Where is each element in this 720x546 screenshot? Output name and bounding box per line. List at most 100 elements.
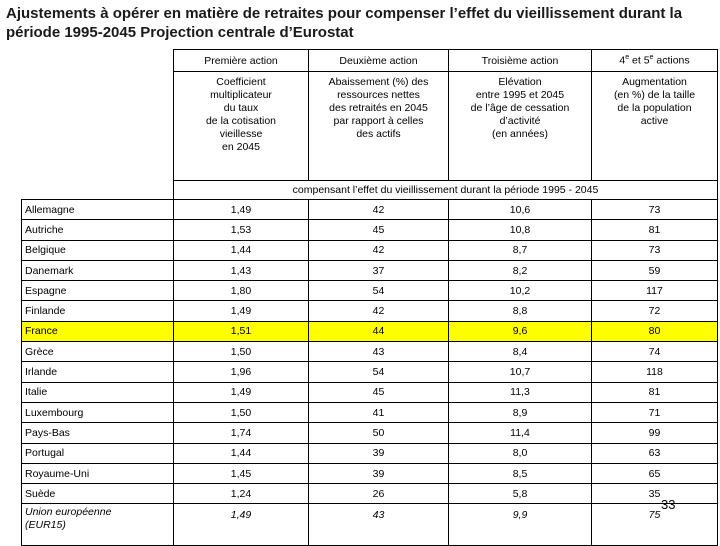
value-first-action: 1,74 xyxy=(173,422,309,444)
value-second-action: 41 xyxy=(308,401,449,424)
table-row: Portugal 1,44 39 8,0 63 xyxy=(21,442,718,464)
eu-label-line1: Union européenne xyxy=(25,506,112,519)
value-first-action: 1,49 xyxy=(173,198,309,221)
country-cell: Union européenne (EUR15) xyxy=(21,503,174,546)
value-second-action: 26 xyxy=(308,483,449,505)
table-row: Suède 1,24 26 5,8 35 xyxy=(21,483,718,505)
value-fourth-fifth-actions: 80 xyxy=(591,320,718,343)
value-first-action: 1,24 xyxy=(173,483,309,505)
value-first-action: 1,44 xyxy=(173,239,309,261)
country-cell: Danemark xyxy=(21,259,174,282)
value-second-action: 45 xyxy=(308,381,449,403)
value-second-action: 50 xyxy=(308,422,449,444)
value-first-action: 1,80 xyxy=(173,280,309,302)
value-second-action: 44 xyxy=(308,320,449,343)
value-first-action: 1,49 xyxy=(173,503,309,546)
value-third-action: 8,9 xyxy=(448,401,592,424)
value-third-action: 11,4 xyxy=(448,422,592,444)
table-row: Royaume-Uni 1,45 39 8,5 65 xyxy=(21,462,718,485)
value-first-action: 1,51 xyxy=(173,320,309,343)
description-second-action: Abaissement (%) des ressources nettes de… xyxy=(308,71,449,181)
header-row: Première action Deuxième action Troisièm… xyxy=(21,49,718,200)
value-second-action: 43 xyxy=(308,503,449,546)
header-third-action: Troisième action xyxy=(448,49,592,72)
page-number: 33 xyxy=(661,497,676,512)
value-first-action: 1,50 xyxy=(173,401,309,424)
value-third-action: 8,8 xyxy=(448,300,592,322)
value-fourth-fifth-actions: 99 xyxy=(591,422,718,444)
header-5-num: et 5 xyxy=(629,54,650,67)
value-third-action: 8,4 xyxy=(448,341,592,363)
value-fourth-fifth-actions: 118 xyxy=(591,361,718,383)
value-third-action: 9,6 xyxy=(448,320,592,343)
country-cell: Italie xyxy=(21,381,174,403)
value-fourth-fifth-actions: 72 xyxy=(591,300,718,322)
value-third-action: 5,8 xyxy=(448,483,592,505)
value-second-action: 37 xyxy=(308,259,449,282)
note-row: compensant l’effet du vieillissement dur… xyxy=(22,180,718,200)
value-fourth-fifth-actions: 59 xyxy=(591,259,718,282)
eu-label-line2: (EUR15) xyxy=(25,519,66,532)
header-5-sup: e xyxy=(649,54,654,62)
description-fourth-fifth-actions: Augmentation (en %) de la taille de la p… xyxy=(591,71,718,181)
value-first-action: 1,53 xyxy=(173,219,309,241)
value-second-action: 42 xyxy=(308,198,449,221)
value-third-action: 11,3 xyxy=(448,381,592,403)
slide-title: Ajustements à opérer en matière de retra… xyxy=(6,5,683,41)
country-cell: Belgique xyxy=(21,239,174,261)
value-third-action: 10,7 xyxy=(448,361,592,383)
country-cell: France xyxy=(21,320,174,343)
table-row: Luxembourg 1,50 41 8,9 71 xyxy=(21,401,718,424)
value-fourth-fifth-actions: 35 xyxy=(591,483,718,505)
value-third-action: 8,0 xyxy=(448,442,592,464)
value-second-action: 43 xyxy=(308,341,449,363)
country-cell: Pays-Bas xyxy=(21,422,174,444)
value-third-action: 8,2 xyxy=(448,259,592,282)
header-second-action: Deuxième action xyxy=(308,49,449,72)
value-first-action: 1,50 xyxy=(173,341,309,363)
table-row: Grèce 1,50 43 8,4 74 xyxy=(21,341,718,363)
value-second-action: 45 xyxy=(308,219,449,241)
value-fourth-fifth-actions: 73 xyxy=(591,239,718,261)
country-cell: Irlande xyxy=(21,361,174,383)
table-row: France 1,51 44 9,6 80 xyxy=(21,320,718,343)
description-third-action: Elévation entre 1995 et 2045 de l’âge de… xyxy=(448,71,592,181)
country-cell: Autriche xyxy=(21,219,174,241)
value-third-action: 10,2 xyxy=(448,280,592,302)
country-cell: Finlande xyxy=(21,300,174,322)
table-row: Italie 1,49 45 11,3 81 xyxy=(21,381,718,403)
table-row: Autriche 1,53 45 10,8 81 xyxy=(21,219,718,241)
value-second-action: 42 xyxy=(308,239,449,261)
value-fourth-fifth-actions: 117 xyxy=(591,280,718,302)
value-first-action: 1,43 xyxy=(173,259,309,282)
table-row: Pays-Bas 1,74 50 11,4 99 xyxy=(21,422,718,444)
value-first-action: 1,96 xyxy=(173,361,309,383)
table-row: Allemagne 1,49 42 10,6 73 xyxy=(21,198,718,221)
header-fourth-fifth-actions: 4e et 5e actions xyxy=(591,49,718,72)
value-fourth-fifth-actions: 73 xyxy=(591,198,718,221)
value-first-action: 1,44 xyxy=(173,442,309,464)
value-fourth-fifth-actions: 71 xyxy=(591,401,718,424)
header-first-action: Première action xyxy=(173,49,309,72)
country-cell: Allemagne xyxy=(21,198,174,221)
table-row: Belgique 1,44 42 8,7 73 xyxy=(21,239,718,261)
table-row: Finlande 1,49 42 8,8 72 xyxy=(21,300,718,322)
value-first-action: 1,49 xyxy=(173,381,309,403)
table-row: Espagne 1,80 54 10,2 117 xyxy=(21,280,718,302)
empty-corner-cell xyxy=(21,49,174,200)
retirement-adjustments-table: Première action Deuxième action Troisièm… xyxy=(21,49,718,546)
value-second-action: 42 xyxy=(308,300,449,322)
header-actions-word: actions xyxy=(653,54,690,67)
value-fourth-fifth-actions: 81 xyxy=(591,381,718,403)
value-fourth-fifth-actions: 63 xyxy=(591,442,718,464)
header-4-sup: e xyxy=(625,54,630,62)
country-cell: Suède xyxy=(21,483,174,505)
header-4-num: 4 xyxy=(619,54,626,67)
value-second-action: 39 xyxy=(308,462,449,485)
value-second-action: 54 xyxy=(308,361,449,383)
country-cell: Portugal xyxy=(21,442,174,464)
description-row: Coefficient multiplicateur du taux de la… xyxy=(22,71,718,181)
value-first-action: 1,49 xyxy=(173,300,309,322)
value-fourth-fifth-actions: 65 xyxy=(591,462,718,485)
value-third-action: 8,5 xyxy=(448,462,592,485)
